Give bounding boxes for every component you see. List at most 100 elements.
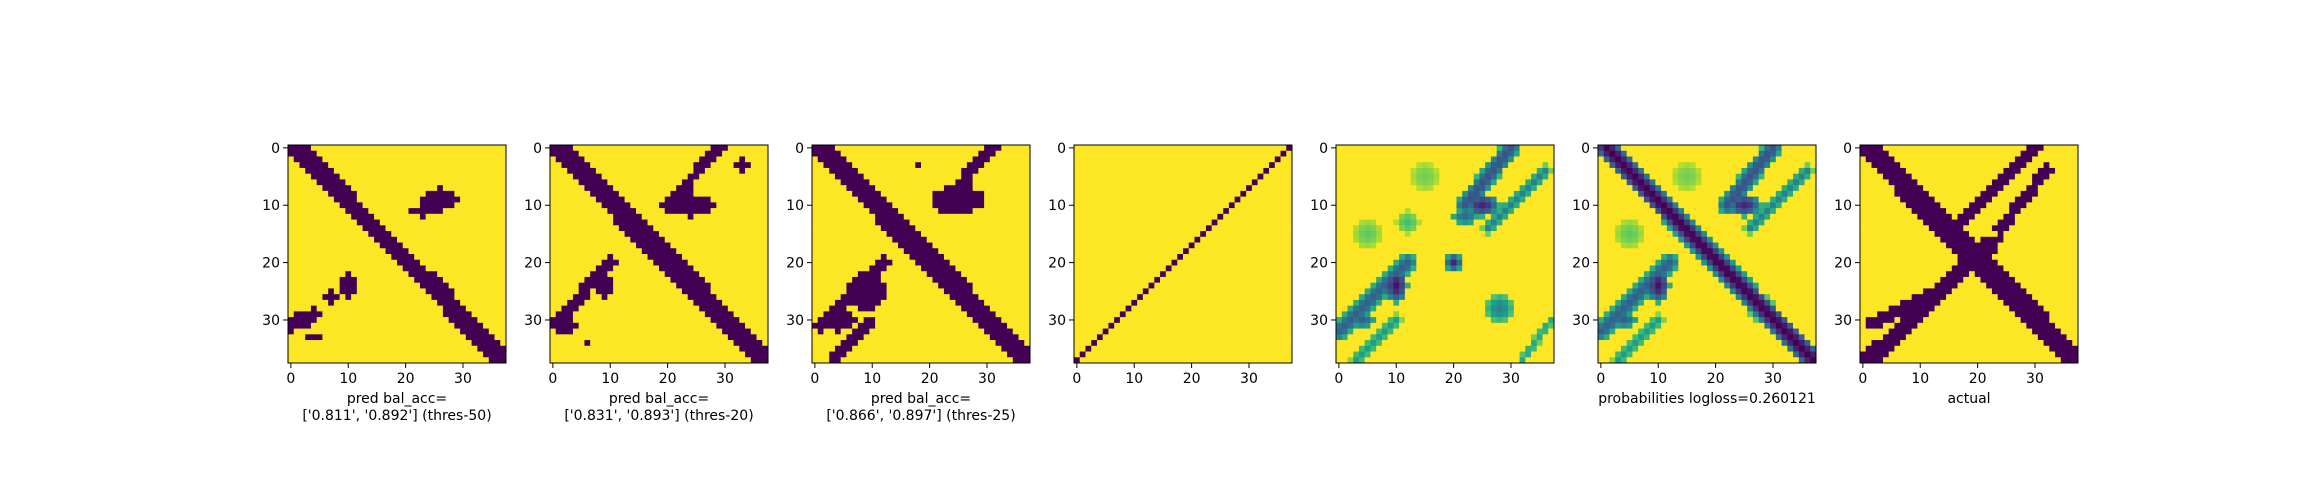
heatmap-cell — [460, 242, 467, 249]
heatmap-cell — [863, 225, 870, 232]
heatmap-cell — [961, 162, 968, 169]
heatmap-cell — [494, 340, 501, 347]
heatmap-cell — [385, 357, 392, 364]
heatmap-cell — [869, 145, 876, 152]
heatmap-cell — [471, 317, 478, 324]
heatmap-cell — [590, 265, 597, 272]
heatmap-cell — [955, 179, 962, 186]
heatmap-cell — [1171, 156, 1178, 163]
heatmap-cell — [1165, 231, 1172, 238]
heatmap-cell — [368, 282, 375, 289]
heatmap-cell — [1286, 167, 1293, 175]
heatmap-cell — [762, 276, 769, 284]
heatmap-cell — [817, 305, 824, 312]
heatmap-cell — [817, 179, 824, 186]
heatmap-cell — [448, 299, 455, 307]
heatmap-cell — [385, 231, 392, 238]
heatmap-cell — [288, 150, 295, 157]
heatmap-cell — [1024, 254, 1031, 261]
heatmap-cell — [921, 282, 928, 289]
heatmap-cell — [431, 328, 438, 335]
heatmap-cell — [572, 276, 580, 284]
heatmap-cell — [915, 145, 922, 152]
heatmap-cell — [636, 322, 643, 329]
heatmap-cell — [550, 248, 557, 255]
heatmap-cell — [961, 265, 968, 272]
heatmap-cell — [431, 173, 438, 180]
heatmap-cell — [419, 219, 427, 226]
heatmap-cell — [442, 357, 450, 364]
heatmap-cell — [857, 196, 865, 203]
heatmap-cell — [477, 317, 484, 324]
heatmap-cell — [1257, 179, 1264, 186]
heatmap-cell — [454, 305, 461, 312]
heatmap-cell — [745, 150, 752, 157]
heatmap-cell — [1257, 190, 1264, 198]
heatmap-cell — [722, 190, 729, 198]
heatmap-cell — [857, 248, 865, 255]
heatmap-cell — [1102, 190, 1109, 198]
heatmap-cell — [437, 322, 444, 329]
heatmap-cell — [978, 225, 985, 232]
heatmap-cell — [995, 231, 1002, 238]
heatmap-cell — [293, 288, 300, 295]
heatmap-cell — [699, 311, 706, 318]
heatmap-cell — [1091, 145, 1098, 152]
heatmap-cell — [607, 196, 614, 203]
heatmap-cell — [419, 351, 427, 358]
heatmap-cell — [1217, 156, 1224, 163]
heatmap-cell — [379, 345, 386, 352]
heatmap-cell — [328, 259, 335, 266]
heatmap-cell — [745, 225, 752, 232]
heatmap-cell — [852, 345, 859, 352]
heatmap-cell — [840, 305, 847, 312]
heatmap-cell — [408, 236, 415, 243]
heatmap-cell — [932, 145, 939, 152]
heatmap-cell — [590, 351, 597, 358]
heatmap-cell — [379, 328, 386, 335]
heatmap-cell — [750, 202, 757, 209]
heatmap-cell — [414, 167, 421, 175]
heatmap-cell — [869, 351, 876, 358]
heatmap-cell — [618, 156, 625, 163]
heatmap-cell — [756, 185, 763, 192]
heatmap-cell — [852, 242, 859, 249]
heatmap-cell — [316, 225, 323, 232]
heatmap-cell — [356, 162, 363, 169]
heatmap-cell — [339, 196, 346, 203]
heatmap-cell — [310, 202, 318, 209]
heatmap-cell — [1246, 185, 1253, 192]
heatmap-cell — [448, 225, 455, 232]
heatmap-cell — [898, 276, 905, 284]
heatmap-cell — [1119, 162, 1127, 169]
heatmap-cell — [756, 208, 763, 215]
heatmap-cell — [477, 225, 484, 232]
heatmap-cell — [938, 219, 945, 226]
heatmap-cell — [1114, 162, 1121, 169]
heatmap-cell — [368, 294, 375, 301]
heatmap-cell — [1286, 213, 1293, 220]
heatmap-cell — [722, 328, 729, 335]
heatmap-cell — [857, 357, 865, 364]
heatmap-cell — [465, 282, 472, 289]
heatmap-cell — [454, 219, 461, 226]
heatmap-cell — [875, 254, 882, 261]
heatmap-cell — [840, 254, 847, 261]
heatmap-cell — [362, 351, 369, 358]
heatmap-cell — [869, 236, 876, 243]
heatmap-cell — [431, 288, 438, 295]
heatmap-cell — [465, 150, 472, 157]
heatmap-cell — [647, 282, 654, 289]
heatmap-cell — [408, 299, 415, 307]
heatmap-cell — [1154, 202, 1161, 209]
heatmap-cell — [1228, 145, 1236, 152]
heatmap-cell — [812, 311, 819, 318]
heatmap-cell — [949, 294, 956, 301]
heatmap-cell — [550, 299, 557, 307]
heatmap-cell — [555, 248, 562, 255]
heatmap-cell — [431, 236, 438, 243]
heatmap-cell — [1160, 213, 1167, 220]
heatmap-cell — [561, 248, 568, 255]
heatmap-cell — [892, 299, 899, 307]
heatmap-cell — [745, 299, 752, 307]
